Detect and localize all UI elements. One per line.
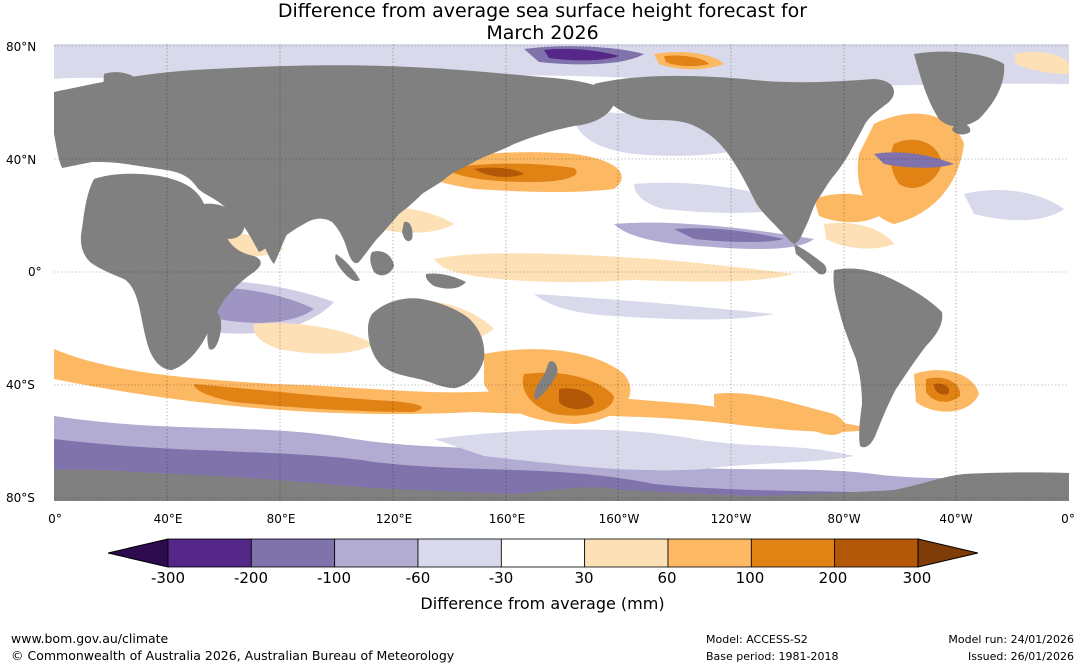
- colorbar-tick-300: 300: [902, 569, 932, 587]
- south-america: [833, 268, 943, 448]
- lon-label-0: 0°: [48, 512, 62, 526]
- japan: [444, 143, 459, 174]
- lat-label-80n: 80°N: [6, 40, 37, 54]
- colorbar-cell: [417, 538, 502, 568]
- antarctica: [54, 469, 1069, 501]
- southern-orange-band: [54, 349, 979, 435]
- map-title-line-2: March 2026: [486, 22, 599, 44]
- colorbar-cell: [667, 538, 752, 568]
- great-britain: [62, 122, 74, 146]
- lat-label-80s: 80°S: [6, 491, 35, 505]
- lon-label-80w: 80°W: [827, 512, 861, 526]
- colorbar-cell: [750, 538, 836, 568]
- lat-label-equator: 0°: [28, 265, 42, 279]
- colorbar-tick-100: 100: [735, 569, 765, 587]
- borneo: [370, 251, 394, 276]
- colorbar-tick-30: 30: [574, 569, 594, 587]
- footer-issued: Issued: 26/01/2026: [967, 650, 1074, 663]
- north-america: [594, 75, 894, 245]
- lon-label-160w: 160°W: [598, 512, 640, 526]
- colorbar-cell: [250, 538, 336, 568]
- colorbar-cell: [584, 538, 669, 568]
- land-masses: [54, 51, 1069, 501]
- lon-label-0-right: 0°: [1061, 512, 1075, 526]
- map-title-line-1: Difference from average sea surface heig…: [277, 0, 808, 22]
- colorbar-tick-minus-300: -300: [150, 569, 186, 587]
- australia: [368, 298, 485, 389]
- colorbar: [108, 538, 978, 568]
- indian-subcontinent: [255, 204, 292, 264]
- sumatra: [335, 254, 360, 282]
- central-america: [794, 244, 827, 275]
- madagascar: [207, 312, 222, 350]
- iceland: [952, 123, 971, 135]
- colorbar-cell: [834, 538, 919, 568]
- greenland: [914, 51, 1005, 127]
- new-guinea: [425, 273, 466, 289]
- colorbar-tick-60: 60: [657, 569, 677, 587]
- colorbar-cell: [500, 538, 586, 568]
- lat-label-40s: 40°S: [6, 378, 35, 392]
- lon-label-160e: 160°E: [488, 512, 526, 526]
- colorbar-label: Difference from average (mm): [420, 594, 665, 613]
- footer-base-period: Base period: 1981-2018: [706, 650, 839, 663]
- scandinavia: [103, 72, 144, 119]
- colorbar-tick-minus-200: -200: [233, 569, 269, 587]
- lat-label-40n: 40°N: [6, 153, 37, 167]
- footer-model-run: Model run: 24/01/2026: [948, 633, 1074, 646]
- footer-copyright: © Commonwealth of Australia 2026, Austra…: [11, 648, 455, 663]
- footer-url: www.bom.gov.au/climate: [11, 631, 169, 646]
- colorbar-low-arrow: [108, 538, 169, 568]
- colorbar-tick-minus-60: -60: [405, 569, 431, 587]
- lon-label-40w: 40°W: [939, 512, 973, 526]
- lon-label-80e: 80°E: [266, 512, 296, 526]
- sea-surface-height-map: [54, 44, 1069, 501]
- colorbar-tick-minus-100: -100: [316, 569, 352, 587]
- colorbar-high-arrow: [917, 538, 978, 568]
- new-zealand: [534, 361, 558, 400]
- lon-label-120e: 120°E: [375, 512, 413, 526]
- footer-model: Model: ACCESS-S2: [706, 633, 808, 646]
- eurasia: [54, 65, 615, 264]
- colorbar-cell: [167, 538, 252, 568]
- colorbar-tick-minus-30: -30: [488, 569, 514, 587]
- lon-label-40e: 40°E: [153, 512, 183, 526]
- lon-label-120w: 120°W: [710, 512, 752, 526]
- philippines: [402, 221, 413, 242]
- colorbar-tick-200: 200: [818, 569, 848, 587]
- colorbar-cell: [334, 538, 419, 568]
- arabian-peninsula: [204, 203, 245, 239]
- north-atlantic-anomaly: [814, 113, 1064, 249]
- graticule: [54, 44, 1069, 501]
